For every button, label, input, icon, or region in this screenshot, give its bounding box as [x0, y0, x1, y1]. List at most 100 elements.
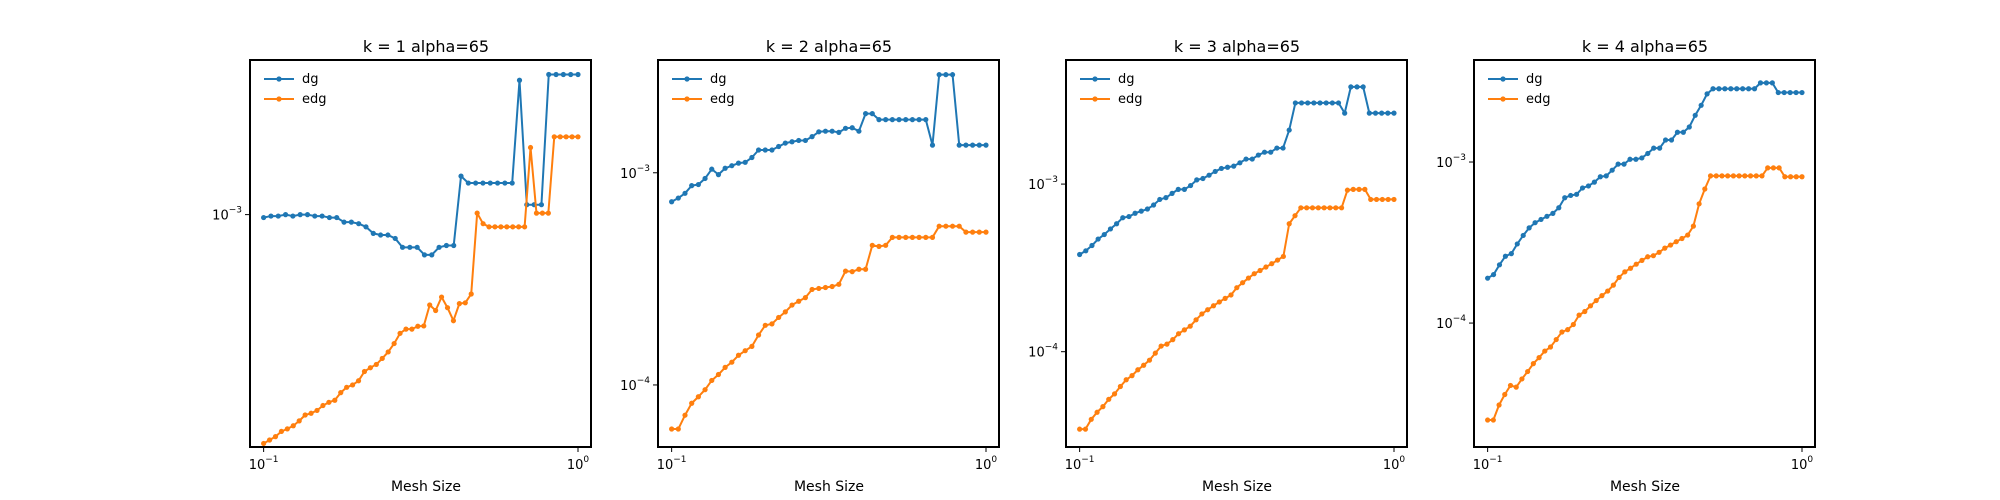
- data-point-edg: [1199, 311, 1205, 317]
- x-tick-exponent: −1: [673, 455, 686, 465]
- data-point-dg: [836, 129, 842, 135]
- data-point-dg: [1680, 129, 1686, 135]
- data-point-dg: [849, 125, 855, 131]
- data-point-edg: [809, 286, 815, 293]
- data-point-edg: [278, 428, 285, 435]
- plot-frame: [249, 59, 592, 448]
- data-point-dg: [1144, 206, 1151, 212]
- data-point-edg: [516, 224, 522, 230]
- x-axis-label: Mesh Size: [1610, 479, 1680, 495]
- chart-title: k = 4 alpha=65: [1582, 37, 1708, 56]
- data-point-edg: [527, 144, 534, 151]
- plot-frame: [1473, 59, 1816, 448]
- y-tick-base: 10: [620, 167, 637, 182]
- data-point-edg: [1759, 173, 1765, 179]
- data-point-dg: [1237, 160, 1243, 166]
- data-point-edg: [569, 134, 575, 140]
- data-point-dg: [1206, 172, 1212, 178]
- y-tick-exponent: −4: [1453, 314, 1467, 324]
- data-point-dg: [1138, 208, 1144, 214]
- legend-label-dg: dg: [710, 72, 727, 87]
- data-point-dg: [762, 147, 768, 153]
- data-point-dg: [1668, 137, 1675, 143]
- data-point-edg: [1309, 205, 1316, 211]
- data-point-edg: [338, 390, 344, 396]
- data-point-dg: [923, 117, 929, 123]
- data-point-dg: [936, 72, 942, 78]
- y-tick-base: 10: [620, 379, 637, 394]
- x-tick-label: 10−1: [1473, 455, 1503, 473]
- data-point-edg: [1245, 275, 1252, 281]
- data-point-edg: [1216, 299, 1222, 305]
- data-point-dg: [1268, 149, 1274, 155]
- data-point-edg: [1141, 362, 1147, 368]
- x-tick-exponent: 0: [1399, 455, 1405, 465]
- data-point-edg: [290, 423, 296, 429]
- data-point-edg: [1656, 249, 1662, 255]
- data-point-edg: [695, 394, 701, 400]
- data-point-dg: [1722, 86, 1728, 92]
- data-point-dg: [669, 199, 675, 205]
- data-point-edg: [1222, 295, 1228, 301]
- data-point-edg: [332, 397, 338, 403]
- data-point-edg: [1639, 257, 1645, 263]
- data-point-edg: [1181, 327, 1188, 333]
- data-point-dg: [465, 180, 471, 186]
- y-tick-base: 10: [1028, 346, 1045, 361]
- data-point-dg: [399, 244, 406, 250]
- data-point-edg: [1702, 186, 1708, 192]
- data-point-dg: [789, 139, 795, 145]
- data-point-dg: [1298, 100, 1305, 106]
- data-point-edg: [903, 234, 909, 240]
- data-point-edg: [976, 229, 982, 235]
- data-point-dg: [304, 212, 311, 218]
- y-tick-exponent: −3: [1453, 153, 1466, 163]
- data-point-dg: [735, 160, 742, 166]
- data-point-dg: [876, 117, 882, 123]
- data-point-dg: [370, 230, 376, 236]
- legend-label-dg: dg: [1118, 72, 1135, 87]
- data-point-dg: [1379, 110, 1385, 116]
- data-point-dg: [1538, 216, 1544, 223]
- data-point-dg: [1591, 179, 1597, 185]
- legend-marker-edg: [1500, 96, 1506, 102]
- x-tick-base: 10: [1065, 458, 1082, 473]
- data-point-dg: [1305, 100, 1311, 106]
- data-point-edg: [970, 229, 976, 235]
- data-point-edg: [1593, 297, 1599, 304]
- data-point-dg: [1734, 86, 1740, 92]
- data-point-edg: [1385, 196, 1391, 203]
- data-point-edg: [755, 332, 762, 338]
- data-point-edg: [1725, 173, 1731, 179]
- data-point-edg: [326, 399, 332, 405]
- data-point-dg: [1249, 156, 1255, 162]
- data-point-edg: [1280, 253, 1286, 260]
- data-point-dg: [1793, 89, 1799, 96]
- data-point-dg: [1231, 163, 1237, 169]
- data-point-dg: [268, 213, 274, 219]
- data-point-edg: [1175, 331, 1182, 337]
- data-point-dg: [297, 212, 303, 218]
- data-point-dg: [742, 159, 748, 165]
- data-point-dg: [429, 252, 435, 258]
- data-point-edg: [1304, 205, 1310, 211]
- legend-marker-dg: [276, 76, 282, 82]
- data-point-edg: [344, 384, 350, 390]
- data-point-dg: [1175, 186, 1181, 192]
- data-point-dg: [1372, 110, 1379, 116]
- data-point-edg: [869, 242, 875, 248]
- data-point-edg: [1379, 196, 1385, 203]
- data-point-dg: [553, 71, 559, 78]
- data-point-edg: [689, 400, 695, 406]
- y-tick-base: 10: [1436, 156, 1453, 171]
- data-point-dg: [1704, 91, 1710, 97]
- data-point-dg: [1354, 84, 1360, 90]
- data-point-dg: [1329, 100, 1335, 106]
- data-point-dg: [1639, 155, 1645, 161]
- x-tick-label: 10−1: [1065, 455, 1095, 473]
- data-point-edg: [1263, 264, 1269, 270]
- data-point-edg: [1787, 174, 1794, 180]
- data-point-edg: [1269, 261, 1275, 267]
- x-tick-base: 10: [657, 458, 674, 473]
- data-point-edg: [456, 301, 462, 307]
